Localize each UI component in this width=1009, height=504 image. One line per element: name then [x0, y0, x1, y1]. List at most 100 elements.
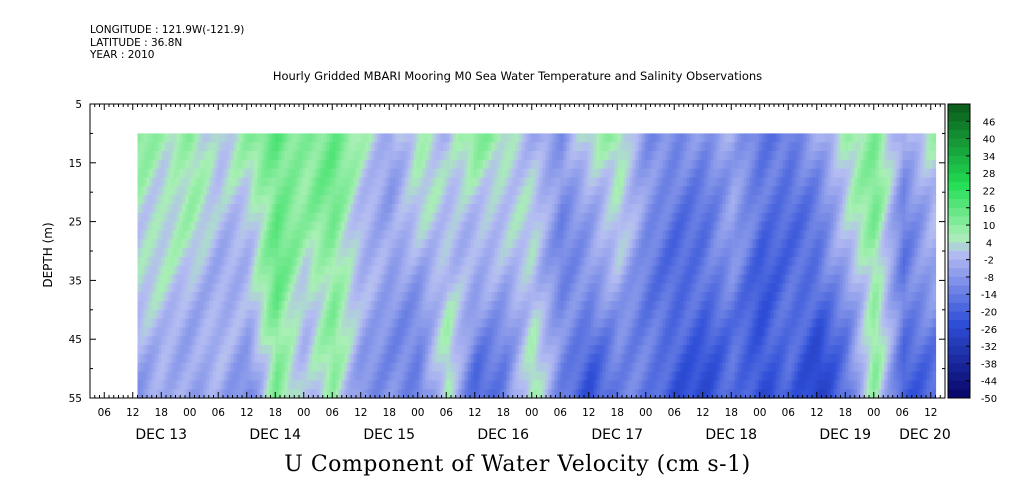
- heatmap-cell: [308, 389, 313, 399]
- heatmap-cell: [500, 380, 505, 390]
- heatmap-cell: [599, 301, 604, 311]
- heatmap-cell: [542, 353, 547, 364]
- heatmap-cell: [407, 239, 412, 249]
- heatmap-cell: [407, 168, 412, 179]
- heatmap-cell: [572, 159, 577, 170]
- heatmap-cell: [431, 380, 436, 390]
- heatmap-cell: [347, 186, 352, 196]
- heatmap-cell: [188, 212, 193, 223]
- heatmap-cell: [281, 177, 286, 187]
- heatmap-cell: [521, 142, 526, 152]
- heatmap-cell: [152, 301, 157, 311]
- heatmap-cell: [323, 389, 328, 399]
- heatmap-cell: [611, 256, 616, 267]
- heatmap-cell: [452, 301, 457, 311]
- heatmap-cell: [317, 195, 322, 205]
- heatmap-cell: [632, 265, 637, 276]
- heatmap-cell: [188, 309, 193, 320]
- heatmap-cell: [383, 204, 388, 214]
- heatmap-cell: [407, 345, 412, 355]
- heatmap-cell: [446, 327, 451, 337]
- heatmap-cell: [386, 230, 391, 240]
- heatmap-cell: [362, 133, 367, 143]
- heatmap-cell: [209, 256, 214, 267]
- heatmap-cell: [458, 371, 463, 381]
- heatmap-cell: [236, 345, 241, 355]
- heatmap-cell: [608, 221, 613, 232]
- heatmap-cell: [353, 336, 358, 346]
- heatmap-cell: [212, 133, 217, 143]
- heatmap-cell: [554, 362, 559, 373]
- heatmap-cell: [356, 389, 361, 399]
- heatmap-cell: [449, 239, 454, 249]
- heatmap-cell: [260, 345, 265, 355]
- heatmap-cell: [503, 309, 508, 320]
- heatmap-cell: [395, 239, 400, 249]
- heatmap-cell: [395, 265, 400, 276]
- heatmap-cell: [287, 221, 292, 232]
- heatmap-cell: [170, 177, 175, 187]
- heatmap-cell: [200, 159, 205, 170]
- heatmap-cell: [491, 142, 496, 152]
- heatmap-cell: [317, 327, 322, 337]
- heatmap-cell: [488, 353, 493, 364]
- heatmap-cell: [632, 283, 637, 293]
- heatmap-cell: [338, 256, 343, 267]
- heatmap-cell: [545, 362, 550, 373]
- heatmap-cell: [395, 177, 400, 187]
- heatmap-cell: [413, 212, 418, 223]
- heatmap-cell: [308, 221, 313, 232]
- heatmap-cell: [449, 265, 454, 276]
- heatmap-cell: [302, 177, 307, 187]
- heatmap-cell: [176, 177, 181, 187]
- heatmap-cell: [584, 239, 589, 249]
- heatmap-cell: [629, 142, 634, 152]
- heatmap-cell: [380, 336, 385, 346]
- heatmap-cell: [239, 159, 244, 170]
- heatmap-cell: [353, 309, 358, 320]
- heatmap-cell: [608, 142, 613, 152]
- heatmap-cell: [308, 168, 313, 179]
- heatmap-cell: [161, 133, 166, 143]
- heatmap-cell: [356, 256, 361, 267]
- heatmap-cell: [575, 353, 580, 364]
- heatmap-cell: [584, 212, 589, 223]
- heatmap-cell: [176, 345, 181, 355]
- heatmap-cell: [287, 327, 292, 337]
- heatmap-cell: [500, 292, 505, 302]
- heatmap-cell: [314, 265, 319, 276]
- heatmap-cell: [371, 204, 376, 214]
- heatmap-cell: [230, 195, 235, 205]
- heatmap-cell: [626, 239, 631, 249]
- heatmap-cell: [287, 195, 292, 205]
- heatmap-cell: [176, 168, 181, 179]
- heatmap-cell: [434, 239, 439, 249]
- heatmap-cell: [362, 283, 367, 293]
- heatmap-cell: [539, 142, 544, 152]
- heatmap-cell: [383, 389, 388, 399]
- heatmap-cell: [353, 212, 358, 223]
- heatmap-cell: [524, 327, 529, 337]
- heatmap-cell: [443, 177, 448, 187]
- heatmap-cell: [590, 248, 595, 258]
- heatmap-cell: [320, 248, 325, 258]
- heatmap-cell: [635, 212, 640, 223]
- heatmap-cell: [332, 362, 337, 373]
- heatmap-cell: [311, 301, 316, 311]
- heatmap-cell: [494, 168, 499, 179]
- heatmap-cell: [605, 142, 610, 152]
- heatmap-cell: [182, 133, 187, 143]
- heatmap-cell: [602, 292, 607, 302]
- heatmap-cell: [497, 318, 502, 329]
- heatmap-cell: [296, 230, 301, 240]
- heatmap-cell: [344, 318, 349, 329]
- heatmap-cell: [320, 177, 325, 187]
- heatmap-cell: [404, 230, 409, 240]
- heatmap-cell: [305, 195, 310, 205]
- heatmap-cell: [260, 142, 265, 152]
- heatmap-cell: [485, 177, 490, 187]
- heatmap-cell: [419, 212, 424, 223]
- heatmap-cell: [188, 380, 193, 390]
- heatmap-cell: [626, 195, 631, 205]
- heatmap-cell: [347, 204, 352, 214]
